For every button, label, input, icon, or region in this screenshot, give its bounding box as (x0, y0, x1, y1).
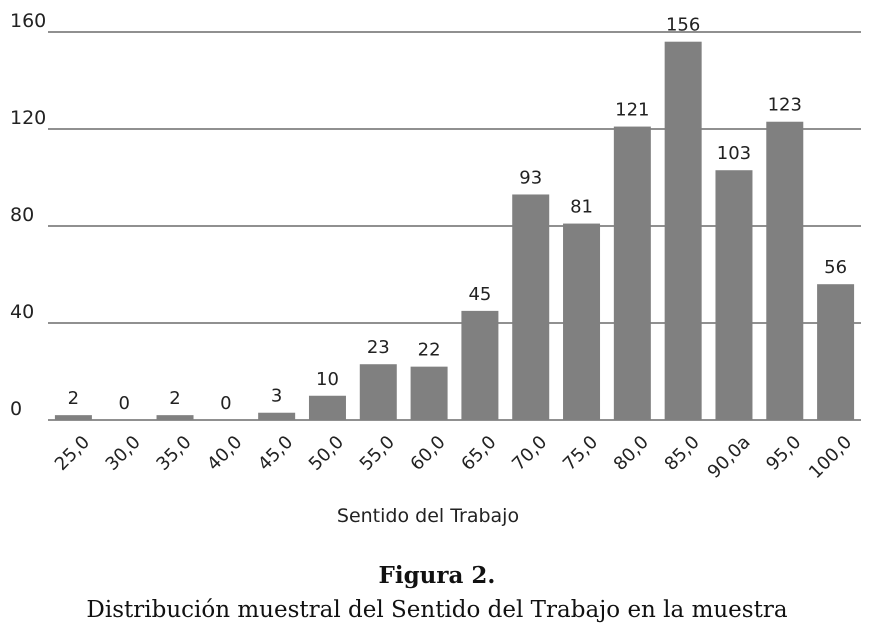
bar (359, 364, 397, 420)
x-tick-label: 25,0 (51, 432, 94, 475)
bar-value-label: 23 (367, 337, 390, 358)
x-tick-label: 85,0 (661, 432, 704, 475)
y-tick-label: 120 (10, 107, 46, 129)
bar (410, 366, 448, 420)
bar-value-label: 0 (118, 393, 129, 414)
bar (308, 395, 346, 420)
x-tick-label: 40,0 (203, 432, 246, 475)
x-tick-label: 95,0 (762, 432, 805, 475)
x-axis-title: Sentido del Trabajo (337, 505, 519, 527)
bar-value-label: 0 (220, 393, 231, 414)
bar-value-label: 45 (468, 284, 491, 305)
bar (54, 415, 92, 420)
bar (715, 170, 753, 420)
bar-value-label: 81 (570, 197, 593, 218)
x-tick-label: 80,0 (610, 432, 653, 475)
x-tick-label: 30,0 (102, 432, 145, 475)
x-tick-label: 55,0 (356, 432, 399, 475)
bar (664, 41, 702, 420)
y-tick-label: 0 (10, 398, 22, 420)
x-tick-label: 45,0 (254, 432, 297, 475)
bar (817, 284, 855, 420)
y-tick-label: 160 (10, 10, 46, 32)
bar (461, 310, 499, 420)
bar (156, 415, 194, 420)
x-tick-label: 75,0 (559, 432, 602, 475)
bar-value-label: 22 (418, 340, 441, 361)
figure-caption: Distribución muestral del Sentido del Tr… (86, 597, 788, 623)
x-tick-label: 90,0a (704, 432, 755, 483)
bar-value-label: 3 (271, 386, 282, 407)
bar-value-label: 156 (666, 15, 700, 36)
bar-value-label: 10 (316, 369, 339, 390)
x-tick-label: 50,0 (305, 432, 348, 475)
y-axis-ticks: 0 40 80 120 160 (10, 10, 46, 420)
bar (766, 121, 804, 420)
bar-value-label: 56 (824, 257, 847, 278)
x-tick-label: 100,0 (805, 432, 856, 483)
bar-chart: 0 40 80 120 160 2 0 2 0 3 10 23 22 45 93 81 121 156 103 12… (10, 10, 861, 527)
bar (613, 126, 651, 420)
bars (54, 41, 855, 420)
figure-number: Figura 2. (378, 562, 496, 589)
bar-value-label: 123 (768, 95, 802, 116)
x-tick-label: 35,0 (152, 432, 195, 475)
x-tick-label: 70,0 (508, 432, 551, 475)
bar-value-label: 2 (68, 388, 79, 409)
x-tick-label: 65,0 (457, 432, 500, 475)
bar-value-label: 93 (519, 167, 542, 188)
y-tick-label: 40 (10, 301, 34, 323)
x-tick-label: 60,0 (406, 432, 449, 475)
bar-value-label: 2 (169, 388, 180, 409)
bar-value-label: 121 (615, 100, 649, 121)
y-tick-label: 80 (10, 204, 34, 226)
bar (563, 223, 601, 420)
bar-value-label: 103 (717, 143, 751, 164)
data-labels: 2 0 2 0 3 10 23 22 45 93 81 121 156 103 123 56 (68, 15, 847, 414)
bar (512, 194, 550, 420)
x-axis-ticks: 25,0 30,0 35,0 40,0 45,0 50,0 55,0 60,0 65,0 70,0… (51, 432, 856, 483)
bar (258, 412, 296, 420)
